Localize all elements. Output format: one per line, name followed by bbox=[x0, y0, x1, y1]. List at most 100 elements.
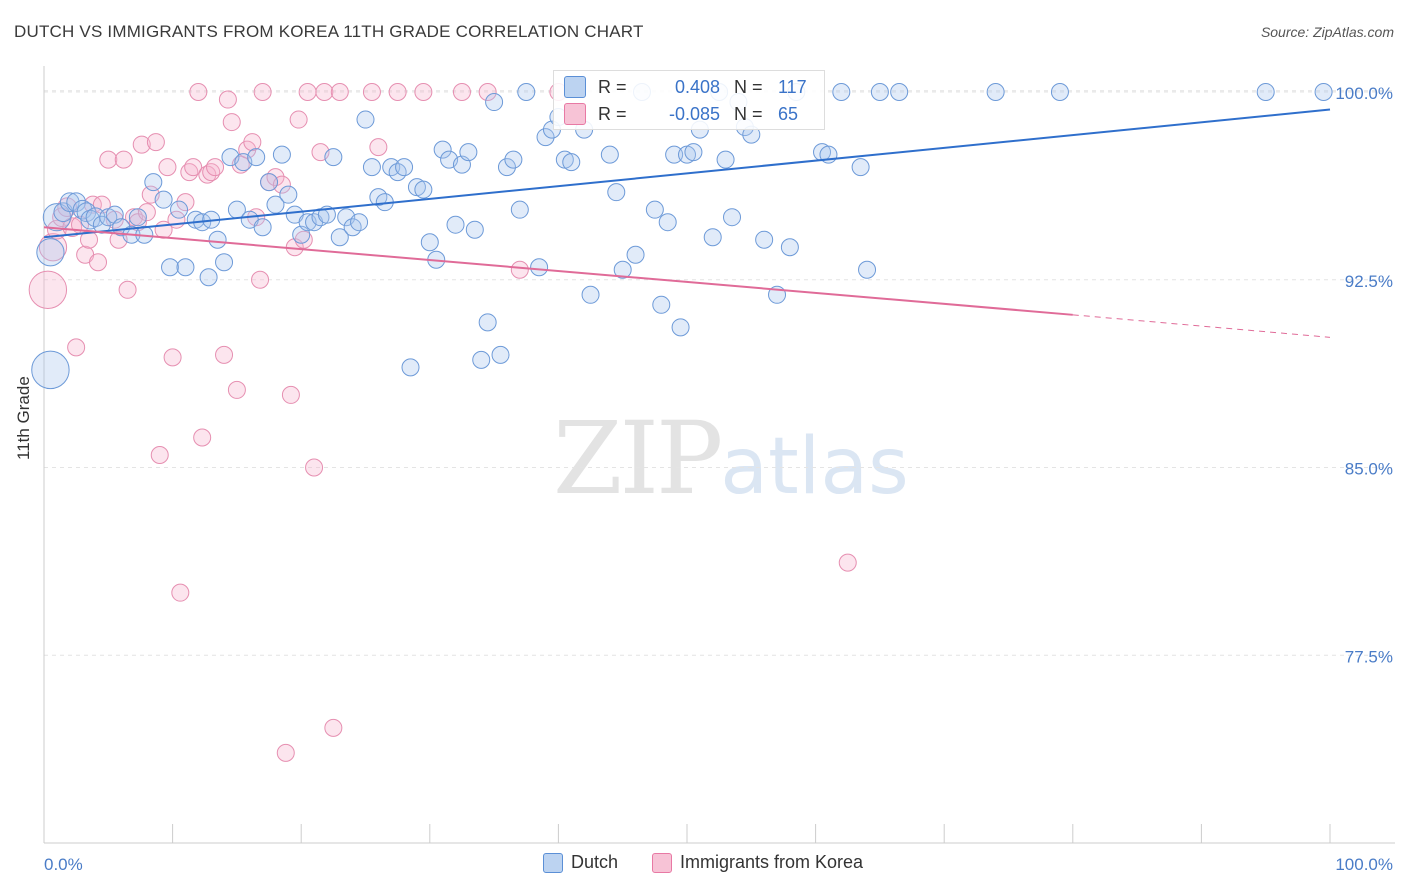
korea-point bbox=[362, 83, 381, 102]
dutch-point bbox=[161, 258, 180, 277]
dutch-point bbox=[832, 83, 851, 102]
watermark-atlas: atlas bbox=[720, 422, 909, 512]
dutch-point bbox=[613, 260, 632, 279]
stats-legend: R = 0.408 N = 117 R = -0.085 N = 65 bbox=[553, 70, 825, 130]
dutch-point bbox=[465, 220, 484, 239]
legend-item-dutch: Dutch bbox=[542, 852, 618, 873]
dutch-point bbox=[626, 245, 645, 264]
dutch-point bbox=[112, 218, 131, 237]
korea-points bbox=[28, 83, 857, 762]
dutch-point bbox=[80, 209, 101, 230]
korea-point bbox=[298, 83, 317, 102]
dutch-point bbox=[851, 158, 870, 177]
dutch-trend-line bbox=[43, 108, 1331, 239]
korea-point bbox=[294, 230, 313, 249]
stats-row-dutch: R = 0.408 N = 117 bbox=[564, 75, 807, 99]
korea-point bbox=[324, 718, 343, 737]
dutch-n-label: N = bbox=[734, 76, 763, 97]
korea-r-value: -0.085 bbox=[668, 103, 720, 124]
korea-point bbox=[158, 158, 177, 177]
korea-point bbox=[28, 270, 68, 309]
korea-point bbox=[206, 158, 225, 177]
dutch-point bbox=[350, 213, 369, 232]
source-label: Source: ZipAtlas.com bbox=[1260, 24, 1394, 40]
dutch-point bbox=[170, 200, 189, 219]
dutch-point bbox=[176, 258, 195, 277]
dutch-point bbox=[504, 150, 523, 169]
korea-point bbox=[289, 110, 308, 129]
dutch-point bbox=[260, 173, 279, 192]
dutch-point bbox=[658, 213, 677, 232]
dutch-point bbox=[1050, 83, 1069, 102]
korea-point bbox=[89, 253, 108, 272]
korea-point bbox=[99, 150, 118, 169]
dutch-point bbox=[485, 93, 504, 112]
dutch-point bbox=[478, 313, 497, 332]
dutch-point bbox=[562, 153, 581, 172]
legend-korea-swatch bbox=[651, 852, 672, 873]
legend-dutch-label: Dutch bbox=[570, 852, 618, 872]
dutch-point bbox=[755, 230, 774, 249]
korea-point bbox=[452, 83, 471, 102]
y-tick-label: 100.0% bbox=[1335, 84, 1393, 103]
dutch-point bbox=[330, 228, 349, 247]
korea-point bbox=[243, 133, 262, 152]
dutch-point bbox=[716, 150, 735, 169]
axes bbox=[43, 66, 1395, 844]
dutch-point bbox=[215, 253, 234, 272]
grid-lines bbox=[44, 90, 1395, 656]
korea-trend-extension bbox=[1072, 314, 1331, 338]
dutch-point bbox=[253, 218, 272, 237]
dutch-point bbox=[780, 238, 799, 257]
dutch-point bbox=[530, 258, 549, 277]
dutch-point bbox=[986, 83, 1005, 102]
dutch-point bbox=[272, 145, 291, 164]
dutch-point bbox=[36, 238, 65, 267]
bottom-legend: Dutch Immigrants from Korea bbox=[0, 852, 1406, 873]
korea-n-value: 65 bbox=[778, 103, 799, 124]
dutch-r-value: 0.408 bbox=[674, 76, 720, 97]
y-tick-label: 85.0% bbox=[1345, 460, 1393, 479]
korea-trend-line bbox=[43, 226, 1073, 316]
korea-point bbox=[251, 270, 270, 289]
dutch-point bbox=[208, 230, 227, 249]
korea-point bbox=[838, 553, 857, 572]
dutch-point bbox=[401, 358, 420, 377]
x-tick-label-min: 0.0% bbox=[44, 855, 83, 874]
legend-korea-label: Immigrants from Korea bbox=[679, 852, 864, 872]
x-tick-label-max: 100.0% bbox=[1335, 855, 1393, 874]
dutch-point bbox=[671, 318, 690, 337]
korea-point bbox=[414, 83, 433, 102]
dutch-point bbox=[723, 208, 742, 227]
dutch-point bbox=[645, 200, 664, 219]
korea-point bbox=[281, 385, 300, 404]
dutch-point bbox=[684, 143, 703, 162]
chart-title: DUTCH VS IMMIGRANTS FROM KOREA 11TH GRAD… bbox=[14, 22, 644, 41]
korea-point bbox=[163, 348, 182, 367]
dutch-point bbox=[517, 83, 536, 102]
korea-point bbox=[218, 90, 237, 109]
trend-lines bbox=[43, 108, 1331, 338]
korea-point bbox=[176, 193, 195, 212]
korea-point bbox=[305, 458, 324, 477]
dutch-point bbox=[665, 145, 684, 164]
watermark: ZIPatlas bbox=[553, 400, 909, 517]
korea-point bbox=[193, 428, 212, 447]
korea-point bbox=[67, 338, 86, 357]
korea-point bbox=[478, 83, 497, 102]
dutch-swatch bbox=[564, 76, 586, 98]
dutch-point bbox=[356, 110, 375, 129]
korea-point bbox=[118, 280, 137, 299]
dutch-points bbox=[31, 83, 1333, 390]
korea-r-label: R = bbox=[598, 103, 627, 124]
dutch-point bbox=[128, 208, 147, 227]
dutch-point bbox=[652, 295, 671, 314]
dutch-point bbox=[536, 128, 555, 147]
korea-swatch bbox=[564, 103, 586, 125]
dutch-point bbox=[1314, 83, 1333, 102]
dutch-point bbox=[247, 148, 266, 167]
korea-point bbox=[315, 83, 334, 102]
korea-n-label: N = bbox=[734, 103, 763, 124]
korea-point bbox=[132, 135, 151, 154]
